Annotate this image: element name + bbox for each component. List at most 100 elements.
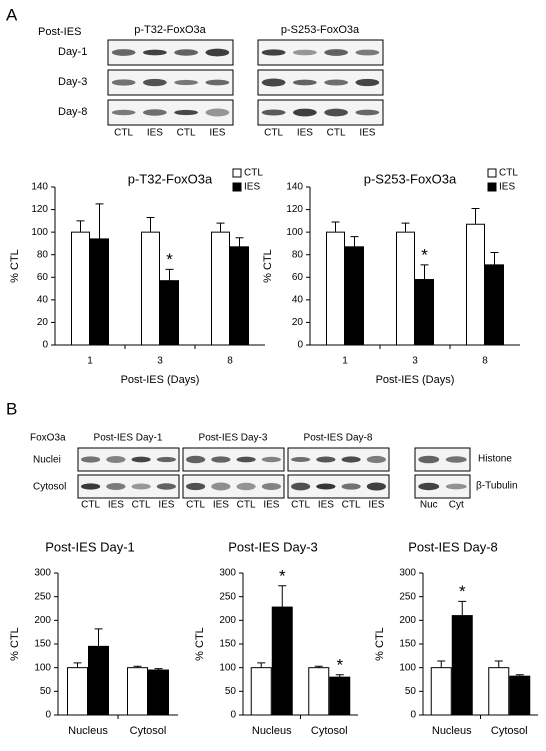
protein-label: FoxO3a	[30, 433, 66, 444]
x-tick-label: Cytosol	[311, 725, 348, 737]
bar	[71, 231, 90, 346]
lane-label: IES	[209, 128, 225, 139]
lane-label: CTL	[81, 500, 100, 511]
bar	[451, 615, 473, 716]
lane-label: CTL	[291, 500, 310, 511]
blot-frame	[414, 474, 471, 499]
x-tick-label: Cytosol	[130, 725, 167, 737]
legend-label: CTL	[244, 168, 263, 179]
blot-band	[324, 79, 348, 86]
error-bar	[94, 628, 103, 647]
blot-band	[261, 49, 286, 56]
blot-band	[236, 482, 256, 491]
blot-band	[205, 79, 230, 86]
blot-band	[81, 483, 101, 490]
bar	[90, 238, 109, 346]
blot-band	[324, 49, 348, 56]
error-bar	[350, 236, 359, 247]
x-tick-label: 8	[482, 356, 488, 367]
error-bar	[73, 662, 82, 668]
blot-band	[236, 456, 256, 463]
legend-swatch	[487, 182, 497, 192]
blot-frame	[287, 447, 390, 472]
blot-band	[111, 49, 136, 56]
blot-band	[445, 456, 467, 463]
y-tick-label: 20	[37, 317, 49, 328]
y-tick-label: 200	[399, 615, 416, 626]
y-tick-label: 0	[410, 710, 416, 721]
blot-band	[156, 456, 176, 463]
error-bar	[335, 674, 344, 678]
blot-band	[261, 456, 281, 463]
blot-band	[355, 78, 380, 87]
blot-frame	[287, 474, 390, 499]
error-bar	[235, 237, 244, 247]
blot-band	[186, 455, 206, 464]
chart-title: Post-IES Day-3	[228, 539, 318, 554]
blot-band	[111, 109, 136, 116]
blot-band	[261, 483, 281, 490]
blot-band	[355, 109, 380, 116]
error-bar	[146, 216, 155, 233]
blot-band	[418, 482, 440, 491]
error-bar	[257, 662, 266, 668]
blot-band	[174, 109, 198, 116]
blot-title: p-S253-FoxO3a	[281, 24, 360, 36]
y-tick-label: 60	[292, 272, 304, 283]
blot-band	[355, 49, 380, 56]
lane-label: IES	[158, 500, 174, 511]
y-axis-label: % CTL	[262, 249, 274, 283]
bar	[326, 231, 345, 346]
error-bar	[165, 268, 174, 281]
bar	[127, 667, 148, 716]
y-tick-label: 50	[405, 686, 417, 697]
bar	[396, 231, 415, 346]
y-tick-label: 250	[219, 591, 236, 602]
bar	[211, 231, 230, 346]
significance-marker: *	[459, 582, 466, 601]
error-bar	[76, 220, 85, 233]
lane-label: IES	[108, 500, 124, 511]
y-tick-label: 250	[34, 591, 51, 602]
legend-label: CTL	[499, 168, 518, 179]
bar	[67, 667, 88, 716]
x-tick-label: 1	[342, 356, 348, 367]
blot-band	[261, 109, 286, 116]
blot-band	[143, 109, 167, 116]
blot-frame	[77, 447, 180, 472]
y-tick-label: 80	[292, 249, 304, 260]
y-tick-label: 80	[37, 249, 49, 260]
row-header: Post-IES	[38, 26, 81, 38]
blot-frame	[77, 474, 180, 499]
chart-title: Post-IES Day-1	[45, 539, 135, 554]
blot-band	[261, 78, 286, 87]
bar	[485, 264, 504, 346]
lane-label: CTL	[177, 128, 196, 139]
bar	[230, 246, 249, 346]
y-tick-label: 100	[34, 662, 51, 673]
bar	[308, 667, 330, 716]
error-bar	[515, 674, 524, 677]
y-tick-label: 150	[219, 639, 236, 650]
error-bar	[314, 665, 323, 668]
blot-band	[186, 482, 206, 491]
y-tick-label: 100	[399, 662, 416, 673]
lane-label: CTL	[342, 500, 361, 511]
lane-label: IES	[263, 500, 279, 511]
error-bar	[490, 251, 499, 265]
bar	[345, 246, 364, 346]
significance-marker: *	[166, 250, 173, 269]
bar	[141, 231, 160, 346]
row-label: Day-3	[58, 76, 87, 88]
group-title: Post-IES Day-1	[94, 433, 163, 444]
y-tick-label: 140	[286, 182, 303, 193]
error-bar	[458, 600, 467, 616]
blot-band	[211, 482, 231, 491]
blot-band	[106, 456, 126, 463]
blot-band	[174, 79, 198, 86]
bar	[430, 667, 452, 716]
y-tick-label: 0	[297, 340, 303, 351]
chart-title: p-S253-FoxO3a	[364, 171, 457, 186]
blot-band	[418, 455, 440, 464]
